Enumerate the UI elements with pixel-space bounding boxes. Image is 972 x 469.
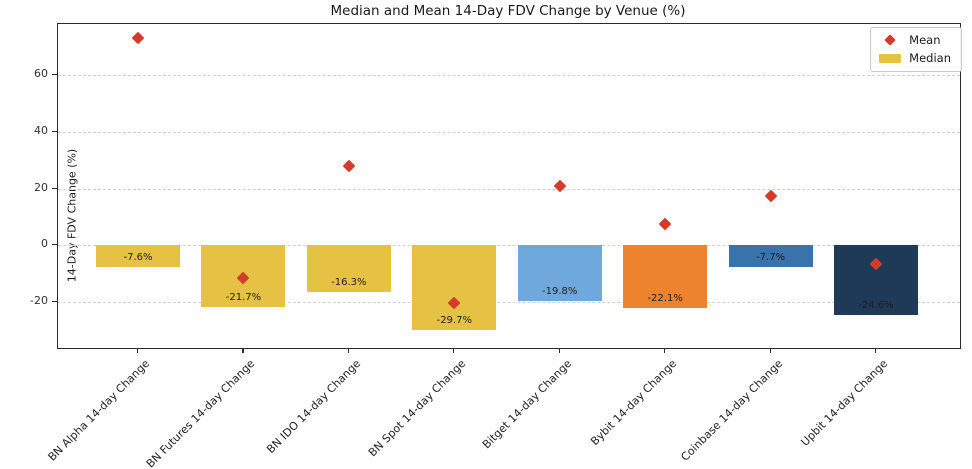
bar-value-label-7: -24.6% bbox=[858, 300, 894, 312]
y-tick-mark bbox=[52, 187, 57, 189]
y-tick-label-0: 0 bbox=[41, 237, 48, 251]
median-swatch-icon bbox=[879, 53, 902, 63]
bar-value-label-3: -29.7% bbox=[436, 314, 472, 326]
x-tick-mark bbox=[453, 348, 455, 353]
x-tick-mark bbox=[664, 348, 666, 353]
median-bar-2 bbox=[306, 245, 391, 292]
x-tick-mark bbox=[875, 348, 877, 353]
x-tick-mark bbox=[558, 348, 560, 353]
mean-marker-0 bbox=[131, 31, 145, 45]
x-tick-mark bbox=[137, 348, 139, 353]
gridline-y--20 bbox=[58, 302, 960, 304]
y-tick-mark bbox=[52, 244, 57, 246]
mean-marker-5 bbox=[658, 217, 672, 231]
y-tick-label-60: 60 bbox=[34, 67, 48, 81]
x-tick-label-0: BN Alpha 14-day Change bbox=[45, 357, 153, 464]
y-axis-title: 14-Day FDV Change (%) bbox=[65, 148, 79, 283]
bar-value-label-1: -21.7% bbox=[225, 291, 262, 303]
legend-item-mean: Mean bbox=[879, 33, 951, 47]
bar-value-label-4: -19.8% bbox=[542, 286, 578, 298]
x-tick-label-3: BN Spot 14-day Change bbox=[366, 357, 469, 460]
gridline-y-20 bbox=[58, 188, 960, 190]
x-tick-label-2: BN IDO 14-day Change bbox=[264, 357, 364, 456]
x-tick-mark bbox=[769, 348, 771, 353]
y-tick-mark bbox=[52, 74, 57, 76]
x-tick-mark bbox=[347, 348, 350, 353]
bar-value-label-0: -7.6% bbox=[123, 251, 153, 263]
legend-mean-label: Mean bbox=[909, 33, 941, 47]
bar-value-label-5: -22.1% bbox=[647, 292, 683, 304]
x-tick-label-1: BN Futures 14-day Change bbox=[144, 357, 258, 469]
x-tick-label-7: Upbit 14-day Change bbox=[798, 357, 891, 449]
x-tick-mark bbox=[242, 348, 244, 353]
x-tick-label-4: Bitget 14-day Change bbox=[479, 357, 574, 452]
legend-item-median: Median bbox=[879, 51, 951, 65]
median-bar-6 bbox=[728, 245, 813, 268]
chart-legend: Mean Median bbox=[870, 27, 962, 72]
gridline-y-0 bbox=[58, 245, 960, 247]
median-bar-4 bbox=[517, 245, 602, 302]
median-bar-5 bbox=[623, 245, 708, 308]
y-tick-mark bbox=[52, 130, 57, 132]
gridline-y-60 bbox=[58, 75, 960, 77]
mean-marker-2 bbox=[342, 159, 356, 173]
x-tick-label-5: Bybit 14-day Change bbox=[588, 357, 680, 449]
bar-value-label-6: -7.7% bbox=[756, 252, 786, 264]
median-bar-3 bbox=[412, 245, 497, 330]
legend-median-label: Median bbox=[909, 51, 951, 65]
median-bar-7 bbox=[834, 245, 918, 316]
y-tick-label-40: 40 bbox=[34, 123, 48, 137]
y-tick-mark bbox=[52, 301, 57, 303]
y-tick-label--20: -20 bbox=[30, 294, 48, 308]
mean-marker-6 bbox=[764, 189, 777, 203]
gridline-y-40 bbox=[58, 131, 960, 133]
mean-diamond-icon bbox=[884, 34, 896, 46]
median-bar-0 bbox=[96, 245, 180, 267]
chart-title: Median and Mean 14-Day FDV Change by Ven… bbox=[330, 3, 686, 19]
x-tick-label-6: Coinbase 14-day Change bbox=[678, 357, 785, 464]
bar-value-label-2: -16.3% bbox=[331, 276, 367, 288]
plot-area: 14-Day FDV Change (%) -7.6% -21.7% -16.3% -… bbox=[57, 23, 961, 349]
mean-marker-4 bbox=[553, 179, 567, 193]
y-tick-label-20: 20 bbox=[34, 180, 48, 194]
